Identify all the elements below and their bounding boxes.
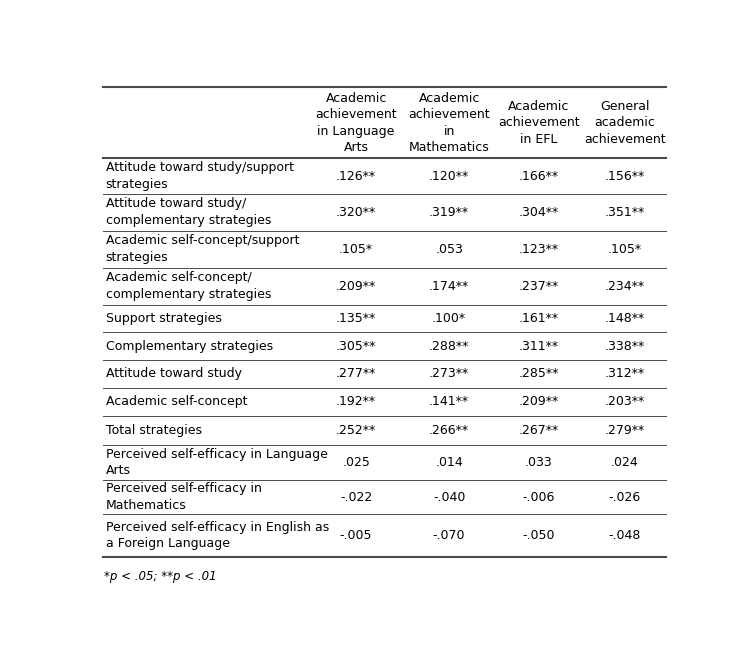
Text: .279**: .279** [604,424,645,437]
Text: .209**: .209** [336,280,376,293]
Text: .148**: .148** [604,312,645,325]
Text: *p < .05; **p < .01: *p < .05; **p < .01 [105,569,217,583]
Text: .273**: .273** [429,368,469,380]
Text: -.026: -.026 [609,491,641,503]
Text: .338**: .338** [604,340,645,352]
Text: .203**: .203** [604,395,645,408]
Text: Perceived self-efficacy in English as
a Foreign Language: Perceived self-efficacy in English as a … [106,521,329,551]
Text: .237**: .237** [519,280,559,293]
Text: .288**: .288** [429,340,469,352]
Text: .166**: .166** [519,170,559,183]
Text: Support strategies: Support strategies [106,312,222,325]
Text: Perceived self-efficacy in Language
Arts: Perceived self-efficacy in Language Arts [106,448,328,477]
Text: .267**: .267** [519,424,559,437]
Text: .024: .024 [611,456,639,469]
Text: .161**: .161** [519,312,559,325]
Text: Attitude toward study/support
strategies: Attitude toward study/support strategies [106,162,294,191]
Text: .234**: .234** [604,280,645,293]
Text: .141**: .141** [429,395,469,408]
Text: .025: .025 [342,456,370,469]
Text: .135**: .135** [336,312,376,325]
Text: .209**: .209** [519,395,559,408]
Text: .126**: .126** [336,170,376,183]
Text: Perceived self-efficacy in
Mathematics: Perceived self-efficacy in Mathematics [106,482,261,512]
Text: .033: .033 [525,456,553,469]
Text: .277**: .277** [336,368,376,380]
Text: .305**: .305** [336,340,376,352]
Text: .105*: .105* [339,243,374,256]
Text: .351**: .351** [604,205,645,219]
Text: .120**: .120** [429,170,469,183]
Text: -.070: -.070 [433,529,465,542]
Text: .252**: .252** [336,424,376,437]
Text: Academic self-concept/support
strategies: Academic self-concept/support strategies [106,235,300,264]
Text: .174**: .174** [429,280,469,293]
Text: -.006: -.006 [523,491,555,503]
Text: .319**: .319** [429,205,469,219]
Text: .312**: .312** [604,368,645,380]
Text: -.048: -.048 [609,529,641,542]
Text: Academic
achievement
in Language
Arts: Academic achievement in Language Arts [315,92,397,154]
Text: .266**: .266** [429,424,469,437]
Text: .123**: .123** [519,243,559,256]
Text: -.050: -.050 [523,529,555,542]
Text: Academic
achievement
in
Mathematics: Academic achievement in Mathematics [409,92,490,154]
Text: Total strategies: Total strategies [106,424,202,437]
Text: .304**: .304** [519,205,559,219]
Text: .105*: .105* [607,243,642,256]
Text: Attitude toward study: Attitude toward study [106,368,242,380]
Text: .285**: .285** [519,368,560,380]
Text: .053: .053 [436,243,463,256]
Text: -.022: -.022 [340,491,372,503]
Text: .320**: .320** [336,205,376,219]
Text: -.040: -.040 [433,491,465,503]
Text: Attitude toward study/
complementary strategies: Attitude toward study/ complementary str… [106,198,271,227]
Text: .156**: .156** [604,170,645,183]
Text: .014: .014 [436,456,463,469]
Text: General
academic
achievement: General academic achievement [584,100,666,146]
Text: .311**: .311** [519,340,559,352]
Text: .192**: .192** [336,395,376,408]
Text: -.005: -.005 [340,529,372,542]
Text: Academic
achievement
in EFL: Academic achievement in EFL [498,100,580,146]
Text: Academic self-concept/
complementary strategies: Academic self-concept/ complementary str… [106,271,271,301]
Text: Academic self-concept: Academic self-concept [106,395,247,408]
Text: .100*: .100* [432,312,466,325]
Text: Complementary strategies: Complementary strategies [106,340,273,352]
